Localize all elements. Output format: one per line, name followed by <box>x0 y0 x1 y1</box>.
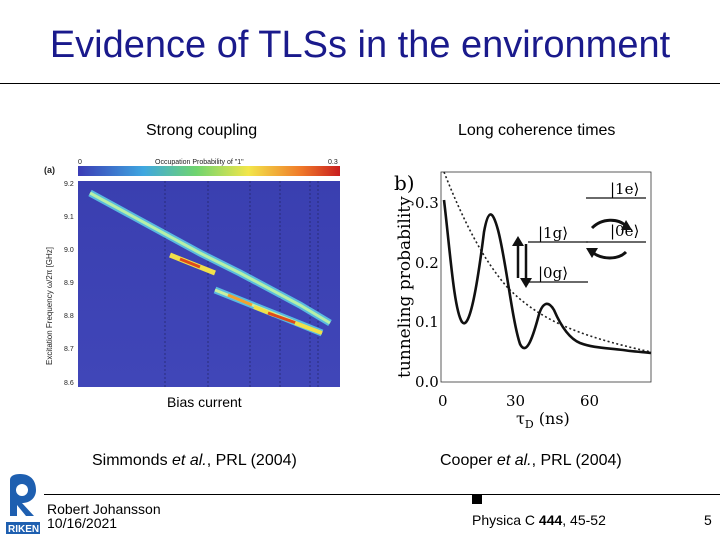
left-ylabel: Excitation Frequency ω/2π [GHz] <box>45 247 54 365</box>
right-yticks: 0.0 0.1 0.2 0.3 <box>415 194 439 391</box>
footer-marker <box>472 494 482 504</box>
footer-author: Robert Johansson <box>47 501 161 517</box>
state-1e: |1e⟩ <box>610 180 639 198</box>
ytick-9.2: 9.2 <box>64 181 74 188</box>
right-xticks: 0 30 60 <box>438 392 599 410</box>
tunneling-figure: b) tunneling probability 0.0 0.1 0.2 0.3… <box>388 160 658 432</box>
footer-author-block: Robert Johansson 10/16/2021 <box>47 502 161 530</box>
spectroscopy-plot <box>78 181 340 387</box>
ytick-0.0: 0.0 <box>415 373 439 391</box>
xtick-0: 0 <box>438 392 448 410</box>
panel-label-a: (a) <box>44 165 55 175</box>
title-divider <box>0 83 720 84</box>
right-ylabel: tunneling probability <box>395 196 415 378</box>
spectral-line <box>88 189 332 337</box>
xtick-60: 60 <box>580 392 599 410</box>
ytick-8.8: 8.8 <box>64 313 74 320</box>
ytick-8.7: 8.7 <box>64 346 74 353</box>
ytick-0.3: 0.3 <box>415 194 439 212</box>
slide-title: Evidence of TLSs in the environment <box>49 24 671 66</box>
ytick-8.9: 8.9 <box>64 280 74 287</box>
ytick-0.2: 0.2 <box>415 254 439 272</box>
left-xlabel: Bias current <box>167 394 242 410</box>
page-number: 5 <box>704 512 712 528</box>
footer-date: 10/16/2021 <box>47 515 118 531</box>
colorbar-max: 0.3 <box>328 159 338 166</box>
right-heading: Long coherence times <box>458 122 616 139</box>
footer-journal: Physica C 444, 45-52 <box>472 512 606 528</box>
left-citation: Simmonds et al., PRL (2004) <box>92 452 297 469</box>
ytick-9.1: 9.1 <box>64 214 74 221</box>
colorbar-label: Occupation Probability of "1" <box>155 159 244 166</box>
right-citation: Cooper et al., PRL (2004) <box>440 452 622 469</box>
oscillation-curve <box>442 199 652 355</box>
state-0e: |0e⟩ <box>610 222 639 240</box>
state-1g: |1g⟩ <box>538 224 568 242</box>
colorbar <box>78 166 340 176</box>
decay-curve <box>443 171 652 353</box>
panel-label-b: b) <box>394 171 415 195</box>
colorbar-min: 0 <box>78 159 82 166</box>
state-0g: |0g⟩ <box>538 264 568 282</box>
riken-badge <box>6 522 40 534</box>
plot-frame <box>440 171 652 383</box>
spectroscopy-figure: (a) 0 Occupation Probability of "1" 0.3 … <box>40 155 350 395</box>
ytick-9.0: 9.0 <box>64 247 74 254</box>
ytick-0.1: 0.1 <box>415 313 439 331</box>
xtick-30: 30 <box>506 392 525 410</box>
riken-logo: RIKEN <box>6 474 40 535</box>
riken-wordmark: RIKEN <box>8 524 39 535</box>
ytick-8.6: 8.6 <box>64 380 74 387</box>
state-diagram: |1e⟩ |1g⟩ |0e⟩ |0g⟩ <box>512 180 646 288</box>
left-yticks: 9.2 9.1 9.0 8.9 8.8 8.7 8.6 <box>64 181 74 387</box>
footer-divider <box>44 494 720 495</box>
left-heading: Strong coupling <box>146 122 258 139</box>
right-xlabel: τD (ns) <box>516 409 570 431</box>
